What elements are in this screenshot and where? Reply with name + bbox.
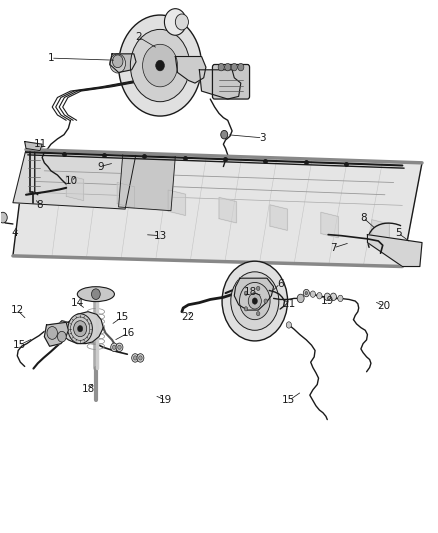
Circle shape [231, 272, 279, 330]
Polygon shape [25, 142, 42, 151]
Polygon shape [321, 212, 338, 238]
Circle shape [0, 212, 7, 223]
Circle shape [110, 54, 126, 73]
Polygon shape [372, 220, 389, 245]
Circle shape [225, 63, 231, 71]
Circle shape [286, 322, 291, 328]
Circle shape [155, 60, 164, 71]
Text: 1: 1 [48, 53, 54, 63]
Text: 15: 15 [116, 312, 129, 322]
Circle shape [116, 343, 123, 352]
Text: 16: 16 [122, 328, 135, 338]
Text: 5: 5 [395, 228, 401, 238]
Text: 3: 3 [259, 133, 266, 143]
Polygon shape [234, 278, 274, 310]
Circle shape [244, 291, 248, 295]
Text: 11: 11 [34, 139, 47, 149]
Text: 8: 8 [37, 200, 43, 211]
Polygon shape [270, 205, 287, 230]
Circle shape [303, 289, 309, 297]
Polygon shape [367, 235, 422, 266]
Circle shape [132, 354, 139, 362]
Circle shape [139, 356, 142, 360]
Text: 10: 10 [65, 176, 78, 187]
Text: 18: 18 [81, 384, 95, 394]
Circle shape [317, 293, 322, 299]
Text: 7: 7 [330, 243, 337, 253]
Circle shape [119, 15, 201, 116]
Polygon shape [117, 182, 134, 208]
Text: 13: 13 [153, 231, 167, 241]
Circle shape [338, 295, 343, 302]
Circle shape [222, 261, 288, 341]
Text: 20: 20 [378, 301, 391, 311]
Circle shape [143, 44, 177, 87]
Circle shape [47, 327, 57, 340]
Text: 15: 15 [282, 395, 296, 406]
Circle shape [244, 306, 248, 311]
Circle shape [113, 345, 116, 350]
Text: 12: 12 [11, 305, 24, 315]
Text: 19: 19 [321, 296, 334, 306]
Circle shape [231, 63, 237, 71]
Polygon shape [110, 54, 136, 72]
Circle shape [131, 29, 190, 102]
Circle shape [248, 293, 261, 309]
Circle shape [238, 63, 244, 71]
Circle shape [297, 294, 304, 303]
Ellipse shape [78, 287, 114, 302]
Polygon shape [57, 312, 103, 344]
Polygon shape [44, 322, 68, 346]
Circle shape [221, 131, 228, 139]
FancyBboxPatch shape [212, 64, 250, 99]
Text: 6: 6 [277, 279, 283, 288]
Polygon shape [175, 56, 206, 83]
Circle shape [78, 326, 83, 332]
Circle shape [218, 63, 224, 71]
Text: 22: 22 [181, 312, 194, 322]
Text: 19: 19 [159, 395, 173, 406]
Circle shape [118, 345, 121, 350]
Circle shape [324, 293, 330, 301]
Circle shape [305, 292, 307, 295]
Text: 18: 18 [244, 287, 257, 297]
Circle shape [252, 298, 258, 304]
Circle shape [330, 293, 336, 301]
Text: 21: 21 [282, 298, 296, 309]
Circle shape [74, 321, 87, 337]
Text: 2: 2 [135, 32, 141, 42]
Text: 14: 14 [71, 297, 84, 308]
Text: 15: 15 [12, 340, 26, 350]
Circle shape [310, 291, 315, 297]
Text: 9: 9 [97, 161, 103, 172]
Circle shape [92, 289, 100, 300]
Text: 4: 4 [11, 228, 18, 238]
Polygon shape [199, 70, 241, 99]
Circle shape [57, 332, 66, 342]
Text: 8: 8 [360, 213, 367, 223]
Circle shape [113, 55, 123, 68]
Polygon shape [219, 197, 237, 223]
Polygon shape [13, 150, 136, 209]
Circle shape [137, 354, 144, 362]
Circle shape [240, 282, 270, 320]
Polygon shape [168, 190, 186, 215]
Polygon shape [119, 152, 175, 211]
Circle shape [264, 299, 268, 303]
Circle shape [134, 356, 137, 360]
Circle shape [256, 286, 260, 290]
Circle shape [164, 9, 186, 35]
Circle shape [175, 14, 188, 30]
Circle shape [256, 312, 260, 316]
Polygon shape [66, 175, 84, 200]
Polygon shape [13, 150, 422, 266]
Circle shape [111, 343, 118, 352]
Circle shape [68, 314, 92, 344]
